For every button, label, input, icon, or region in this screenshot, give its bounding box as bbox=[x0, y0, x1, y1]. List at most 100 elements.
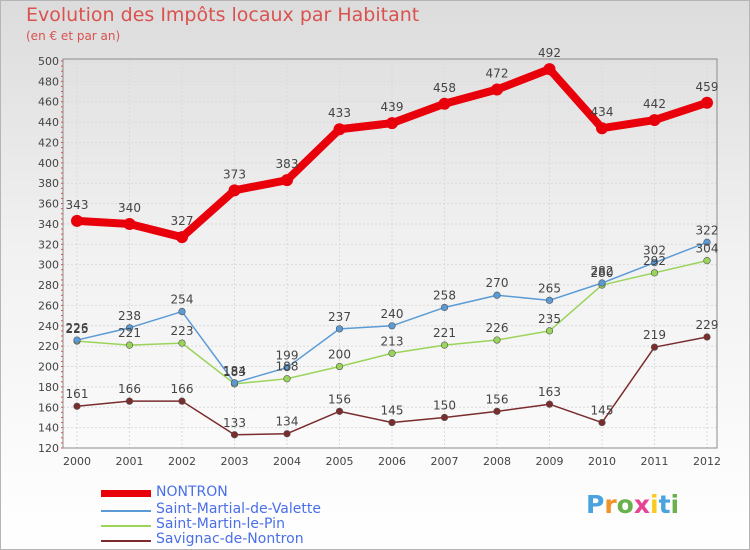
data-point-saint-martin-le-pin-2008 bbox=[493, 336, 501, 344]
data-point-savignac-de-nontron-2007 bbox=[440, 413, 449, 422]
data-label-savignac-de-nontron-2008: 156 bbox=[486, 392, 509, 406]
data-point-nontron-2008 bbox=[491, 83, 503, 96]
data-label-nontron-2010: 434 bbox=[591, 105, 614, 119]
data-point-savignac-de-nontron-2001 bbox=[125, 397, 134, 405]
data-label-nontron-2004: 383 bbox=[276, 157, 299, 171]
logo-letter: P bbox=[586, 490, 605, 519]
legend-label-savignac: Savignac-de-Nontron bbox=[156, 531, 304, 547]
data-point-saint-martial-de-valette-2007 bbox=[440, 303, 449, 312]
data-point-savignac-de-nontron-2009 bbox=[545, 400, 554, 408]
legend-label-saint-martial: Saint-Martial-de-Valette bbox=[156, 501, 321, 517]
y-tick-label-500: 500 bbox=[38, 55, 59, 68]
data-label-savignac-de-nontron-2004: 134 bbox=[276, 415, 299, 429]
data-point-saint-martin-le-pin-2005 bbox=[335, 362, 344, 371]
plot-border bbox=[62, 58, 718, 449]
x-tick-label-2000: 2000 bbox=[63, 455, 91, 468]
x-tick-label-2009: 2009 bbox=[536, 455, 564, 468]
y-tick-label-180: 180 bbox=[38, 381, 59, 394]
logo-letter: x bbox=[633, 490, 650, 519]
data-label-saint-martin-le-pin-2002: 223 bbox=[171, 324, 194, 338]
data-point-nontron-2007 bbox=[438, 97, 451, 110]
x-tick-label-2008: 2008 bbox=[483, 455, 511, 468]
proxiti-logo: Proxiti bbox=[586, 490, 679, 519]
data-label-savignac-de-nontron-2011: 219 bbox=[643, 328, 666, 342]
data-point-savignac-de-nontron-2005 bbox=[335, 407, 344, 415]
x-tick-label-2012: 2012 bbox=[693, 455, 721, 468]
axis-layer: 120 140 160 180 200 220 240 260 280 300 320 340 360 3… bbox=[38, 55, 721, 468]
data-label-nontron-2007: 458 bbox=[433, 81, 456, 95]
data-point-saint-martial-de-valette-2003 bbox=[230, 379, 239, 387]
data-point-nontron-2009 bbox=[543, 63, 556, 76]
y-tick-label-200: 200 bbox=[38, 361, 59, 374]
data-label-savignac-de-nontron-2006: 145 bbox=[381, 404, 404, 418]
data-label-saint-martial-de-valette-2000: 226 bbox=[66, 321, 89, 335]
y-tick-label-240: 240 bbox=[38, 320, 59, 333]
data-point-saint-martial-de-valette-2012 bbox=[703, 238, 711, 246]
data-point-nontron-2010 bbox=[596, 122, 608, 135]
data-point-savignac-de-nontron-2011 bbox=[650, 343, 659, 351]
data-label-saint-martial-de-valette-2006: 240 bbox=[381, 307, 404, 321]
data-point-saint-martial-de-valette-2009 bbox=[545, 296, 554, 304]
data-point-saint-martin-le-pin-2006 bbox=[388, 349, 396, 357]
data-label-saint-martial-de-valette-2008: 270 bbox=[486, 276, 509, 290]
data-label-savignac-de-nontron-2002: 166 bbox=[171, 382, 194, 396]
y-tick-label-280: 280 bbox=[38, 279, 59, 292]
data-label-saint-martin-le-pin-2011: 292 bbox=[643, 254, 666, 268]
data-point-saint-martin-le-pin-2002 bbox=[178, 339, 186, 347]
data-label-saint-martin-le-pin-2008: 226 bbox=[486, 321, 509, 335]
data-label-saint-martin-le-pin-2001: 221 bbox=[118, 326, 141, 340]
data-label-saint-martin-le-pin-2006: 213 bbox=[381, 334, 404, 348]
data-label-savignac-de-nontron-2003: 133 bbox=[223, 416, 246, 430]
data-label-saint-martial-de-valette-2001: 238 bbox=[118, 309, 141, 323]
data-label-nontron-2001: 340 bbox=[118, 201, 141, 215]
data-label-nontron-2008: 472 bbox=[486, 67, 509, 81]
data-label-nontron-2011: 442 bbox=[643, 97, 666, 111]
data-point-savignac-de-nontron-2010 bbox=[598, 418, 606, 427]
data-point-nontron-2012 bbox=[701, 96, 713, 109]
data-label-savignac-de-nontron-2009: 163 bbox=[538, 385, 561, 399]
data-label-saint-martin-le-pin-2005: 200 bbox=[328, 348, 351, 362]
data-point-saint-martial-de-valette-2004 bbox=[283, 363, 291, 372]
legend-swatch-saint-martial bbox=[101, 510, 151, 512]
data-label-saint-martin-le-pin-2009: 235 bbox=[538, 312, 561, 326]
y-tick-label-380: 380 bbox=[38, 177, 59, 190]
y-tick-label-220: 220 bbox=[38, 340, 59, 353]
logo-letter: o bbox=[616, 490, 634, 519]
data-point-saint-martial-de-valette-2001 bbox=[125, 324, 134, 332]
data-label-savignac-de-nontron-2010: 145 bbox=[591, 404, 614, 418]
data-point-savignac-de-nontron-2012 bbox=[703, 333, 711, 341]
data-point-saint-martial-de-valette-2002 bbox=[178, 307, 186, 316]
data-label-savignac-de-nontron-2012: 229 bbox=[696, 318, 719, 332]
data-point-nontron-2002 bbox=[176, 231, 188, 244]
data-point-saint-martin-le-pin-2011 bbox=[650, 269, 659, 277]
data-label-saint-martin-le-pin-2012: 304 bbox=[696, 242, 719, 256]
data-point-nontron-2011 bbox=[648, 114, 661, 127]
data-label-nontron-2000: 343 bbox=[66, 198, 89, 212]
y-tick-label-260: 260 bbox=[38, 299, 59, 312]
x-tick-label-2006: 2006 bbox=[378, 455, 406, 468]
data-point-saint-martin-le-pin-2007 bbox=[440, 341, 449, 349]
data-label-savignac-de-nontron-2005: 156 bbox=[328, 392, 351, 406]
data-label-saint-martial-de-valette-2004: 199 bbox=[276, 349, 299, 363]
data-label-saint-martial-de-valette-2012: 322 bbox=[696, 223, 719, 237]
x-tick-label-2005: 2005 bbox=[326, 455, 354, 468]
data-point-saint-martial-de-valette-2005 bbox=[335, 325, 344, 333]
data-point-saint-martial-de-valette-2000 bbox=[73, 336, 81, 344]
logo-letter: t bbox=[658, 490, 671, 519]
data-point-saint-martial-de-valette-2006 bbox=[388, 322, 396, 330]
data-point-nontron-2006 bbox=[386, 117, 398, 130]
data-point-savignac-de-nontron-2002 bbox=[178, 397, 186, 405]
logo-letter: i bbox=[670, 490, 680, 519]
legend-swatch-saint-martin bbox=[101, 525, 151, 527]
data-point-savignac-de-nontron-2006 bbox=[388, 418, 396, 427]
x-tick-label-2004: 2004 bbox=[273, 455, 301, 468]
data-point-nontron-2001 bbox=[123, 217, 136, 230]
data-label-saint-martin-le-pin-2010: 280 bbox=[591, 266, 614, 280]
data-point-nontron-2000 bbox=[71, 214, 83, 227]
legend-swatch-savignac bbox=[101, 540, 151, 542]
data-label-saint-martin-le-pin-2003: 183 bbox=[223, 365, 246, 379]
data-point-saint-martin-le-pin-2001 bbox=[125, 341, 134, 349]
x-tick-label-2007: 2007 bbox=[431, 455, 459, 468]
chart-subtitle: (en € et par an) bbox=[26, 29, 121, 43]
